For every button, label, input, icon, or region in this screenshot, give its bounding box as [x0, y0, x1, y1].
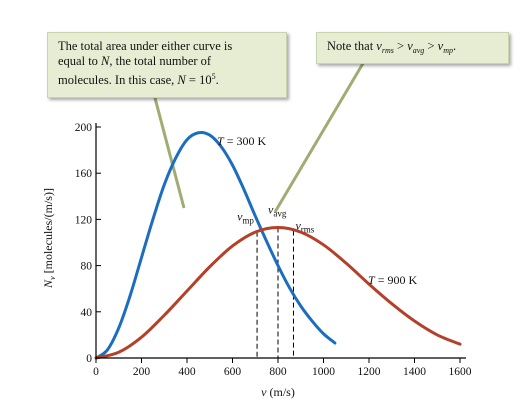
series-line-900k	[94, 225, 462, 360]
marker-label-mp-sub: mp	[242, 216, 254, 226]
right-callout-v3: v	[437, 39, 444, 53]
marker-label-rms-v: v	[295, 219, 301, 233]
callout-pointers	[153, 59, 367, 213]
distribution-curves	[94, 130, 462, 360]
x-tick-label-1600: 1600	[449, 366, 472, 378]
right-callout-pointer	[273, 59, 367, 213]
x-tick-label-1200: 1200	[358, 366, 381, 378]
left-callout-period: .	[215, 73, 219, 87]
x-tick-label-1400: 1400	[403, 366, 426, 378]
series-line-300k	[94, 130, 337, 360]
x-tick-label-600: 600	[224, 366, 242, 378]
marker-label-mp: vmp	[237, 210, 254, 226]
y-tick-label-200: 200	[75, 122, 93, 134]
x-tick-label-0: 0	[93, 366, 99, 378]
series-label-300k: T = 300 K	[217, 134, 266, 148]
x-tick-label-400: 400	[178, 366, 196, 378]
right-callout-v2-sub: avg	[412, 46, 425, 55]
marker-label-mp-v: v	[237, 210, 243, 224]
right-callout-prefix: Note that	[327, 39, 377, 53]
left-callout-line2: equal to N, the total number of	[58, 54, 286, 69]
left-callout-var-n2: N	[177, 73, 186, 87]
series-label-300k-rest: = 300 K	[224, 134, 267, 148]
right-callout-suffix: .	[452, 39, 457, 53]
y-tick-label-40: 40	[81, 307, 93, 319]
left-callout-exponent: 5	[211, 72, 216, 81]
marker-label-avg-sub: avg	[273, 208, 286, 218]
left-callout-line1: The total area under either curve is	[58, 39, 233, 53]
y-tick-label-160: 160	[75, 168, 93, 180]
series-label-900k-rest: = 900 K	[375, 273, 418, 287]
right-callout-gt2: >	[424, 39, 438, 53]
y-tick-label-0: 0	[86, 353, 92, 365]
left-callout-line3: molecules. In this case, N = 105.	[58, 69, 286, 88]
right-callout-v1: v	[376, 39, 382, 53]
right-callout-gt1: >	[393, 39, 408, 53]
x-tick-label-800: 800	[269, 366, 287, 378]
marker-label-avg-v: v	[268, 202, 274, 216]
marker-label-rms-sub: rms	[301, 225, 315, 235]
left-callout-line2b: , the total number of	[109, 54, 212, 68]
right-callout-box: Note that vrms > vavg > vmp.	[316, 32, 509, 64]
x-tick-label-1000: 1000	[312, 366, 335, 378]
marker-label-rms: vrms	[295, 219, 314, 235]
marker-label-avg: vavg	[268, 202, 287, 218]
left-callout-pointer	[153, 97, 186, 209]
left-callout-line3b: = 10	[185, 73, 212, 87]
axes: 0 200 400 600 800 1000 1200 1400 1600 0 40 80 120 160…	[75, 122, 472, 378]
y-tick-label-80: 80	[81, 261, 93, 273]
y-axis-label: Nv [molecules/(m/s)]	[41, 188, 57, 289]
y-tick-label-120: 120	[75, 214, 93, 226]
x-axis-unit: (m/s)	[266, 385, 294, 399]
right-callout-v2: v	[407, 39, 413, 53]
chart-labels: T = 300 K T = 900 K v (m/s) Nv [molecule…	[41, 134, 417, 399]
right-callout-v3-sub: mp	[443, 46, 453, 55]
left-callout-line2a: equal to	[58, 54, 102, 68]
series-label-900k: T = 900 K	[368, 273, 417, 287]
left-callout-line3a: molecules. In this case,	[58, 73, 178, 87]
x-tick-label-200: 200	[133, 366, 151, 378]
left-callout-var-n: N	[101, 54, 110, 68]
right-callout-v1-sub: rms	[381, 46, 394, 55]
left-callout-box: The total area under either curve is equ…	[47, 32, 287, 98]
x-axis-label: v (m/s)	[261, 385, 295, 399]
